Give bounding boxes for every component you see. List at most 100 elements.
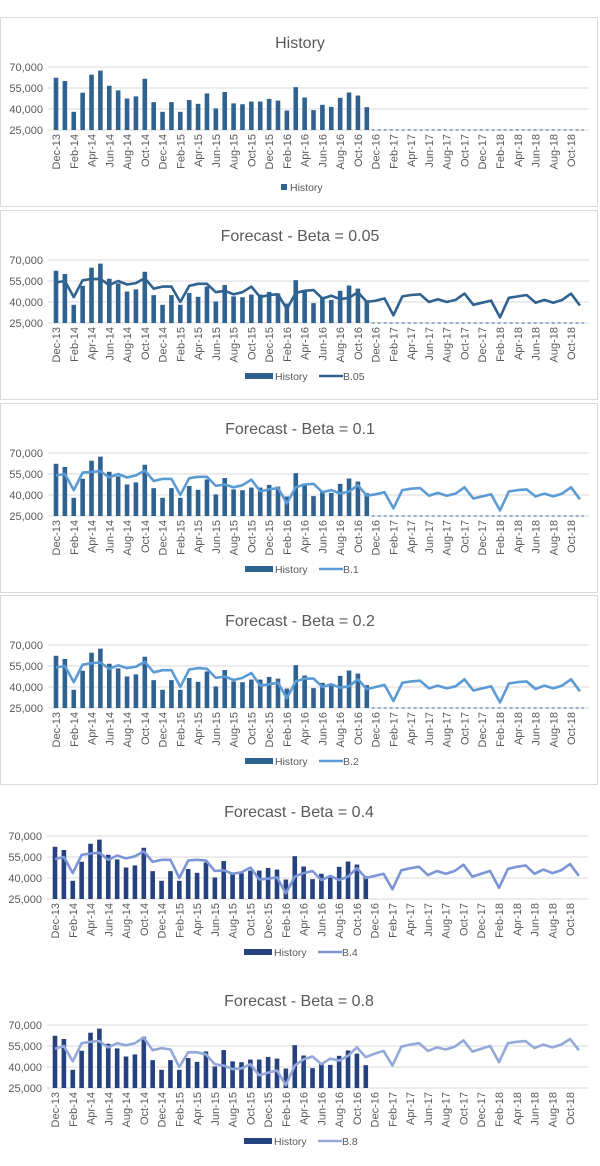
x-tick-label: Apr-16 xyxy=(300,712,312,745)
y-tick-label: 25,000 xyxy=(8,1083,42,1095)
chart-svg: Forecast - Beta = 0.1 25,000 40,000 55,000 7… xyxy=(9,421,589,576)
chart-title: Forecast - Beta = 0.2 xyxy=(225,613,375,630)
y-tick-label: 40,000 xyxy=(8,873,42,885)
x-tick-label: Feb-18 xyxy=(495,327,507,362)
x-tick-label: Jun-16 xyxy=(317,520,329,554)
x-tick-label: Dec-15 xyxy=(263,1092,275,1127)
x-tick-label: Feb-16 xyxy=(282,327,294,362)
x-tick-label: Feb-14 xyxy=(69,327,81,362)
x-tick-label: Dec-17 xyxy=(476,903,488,938)
x-tick-label: Dec-14 xyxy=(158,520,170,555)
history-bar xyxy=(302,675,307,708)
x-tick-label: Apr-18 xyxy=(512,903,524,936)
history-bar xyxy=(248,870,253,899)
history-bar xyxy=(142,78,148,130)
legend-history-marker xyxy=(245,373,273,379)
history-bar xyxy=(115,90,121,130)
history-bar xyxy=(266,676,272,708)
x-tick-label: Aug-15 xyxy=(229,712,241,747)
x-tick-label: Aug-17 xyxy=(442,520,454,555)
x-tick-label: Aug-15 xyxy=(229,134,241,169)
x-tick-label: Jun-18 xyxy=(531,327,543,361)
x-tick-label: Oct-17 xyxy=(459,520,471,553)
history-bar xyxy=(186,486,192,516)
history-bar xyxy=(222,478,228,516)
forecast-line-B.2 xyxy=(55,660,581,704)
forecast-line-B.8 xyxy=(54,1036,580,1087)
history-bar xyxy=(177,880,182,899)
x-tick-label: Apr-18 xyxy=(513,134,525,167)
history-bar xyxy=(240,490,245,516)
history-bar xyxy=(310,1068,315,1088)
history-bar xyxy=(266,291,272,323)
y-tick-label: 40,000 xyxy=(9,297,43,309)
history-bar xyxy=(249,294,254,323)
x-tick-label: Oct-17 xyxy=(458,1092,470,1125)
x-tick-label: Oct-17 xyxy=(459,327,471,360)
chart-title: History xyxy=(275,35,325,52)
x-tick-label: Jun-14 xyxy=(104,520,116,554)
history-bar xyxy=(231,296,236,323)
history-bar xyxy=(160,497,165,516)
history-bar xyxy=(71,304,77,323)
history-bar xyxy=(123,867,129,899)
history-bar xyxy=(151,295,156,323)
x-tick-label: Feb-14 xyxy=(69,712,81,747)
y-tick-label: 70,000 xyxy=(8,831,42,843)
history-bar xyxy=(301,1055,306,1088)
y-tick-label: 55,000 xyxy=(9,661,43,673)
history-bar xyxy=(53,77,59,130)
y-tick-label: 55,000 xyxy=(9,469,43,481)
x-tick-label: Apr-14 xyxy=(87,327,99,360)
x-tick-label: Oct-18 xyxy=(566,327,578,360)
x-tick-label: Jun-14 xyxy=(103,1092,115,1126)
history-bar xyxy=(230,872,235,899)
history-bar xyxy=(106,85,112,130)
chart-title: Forecast - Beta = 0.05 xyxy=(221,228,380,245)
chart-svg: Forecast - Beta = 0.05 25,000 40,000 55,000… xyxy=(9,228,589,383)
history-bar xyxy=(284,496,290,516)
x-tick-label: Dec-17 xyxy=(477,327,489,362)
history-bar xyxy=(70,880,76,899)
x-tick-label: Dec-15 xyxy=(264,134,276,169)
history-bar xyxy=(222,285,228,323)
x-tick-label: Feb-18 xyxy=(495,712,507,747)
history-bar xyxy=(364,493,370,516)
y-tick-label: 55,000 xyxy=(8,852,42,864)
x-tick-label: Aug-17 xyxy=(442,327,454,362)
x-tick-label: Feb-17 xyxy=(387,1092,399,1127)
history-bar xyxy=(150,1060,155,1088)
x-tick-label: Aug-17 xyxy=(442,134,454,169)
x-tick-label: Jun-14 xyxy=(103,903,115,937)
history-bar xyxy=(355,95,361,130)
history-bar xyxy=(80,478,85,516)
history-bar xyxy=(89,460,94,516)
x-tick-label: Jun-18 xyxy=(531,134,543,168)
history-bar xyxy=(142,656,148,708)
history-bar xyxy=(346,670,352,708)
history-bar xyxy=(203,862,209,899)
history-bar xyxy=(274,869,280,899)
legend-line-label: B.4 xyxy=(342,947,358,959)
history-bar xyxy=(346,478,352,516)
history-bar xyxy=(98,70,103,130)
history-bar xyxy=(132,865,138,899)
history-bar xyxy=(249,679,254,708)
x-tick-label: Apr-16 xyxy=(300,520,312,553)
history-bar xyxy=(168,871,173,899)
x-tick-label: Apr-14 xyxy=(86,903,98,936)
history-bar xyxy=(178,497,183,516)
history-bar xyxy=(212,1066,218,1088)
history-bar xyxy=(363,876,369,899)
history-bar xyxy=(346,92,352,130)
x-tick-label: Jun-17 xyxy=(424,712,436,746)
history-bar xyxy=(186,678,192,708)
x-tick-label: Feb-15 xyxy=(174,1092,186,1127)
x-tick-label: Aug-18 xyxy=(547,1092,559,1127)
history-bar xyxy=(275,678,281,708)
x-tick-label: Oct-14 xyxy=(140,520,152,553)
x-tick-label: Oct-15 xyxy=(245,1092,257,1125)
history-bar xyxy=(239,873,244,899)
history-bar xyxy=(213,686,219,708)
history-bar xyxy=(105,1043,111,1088)
